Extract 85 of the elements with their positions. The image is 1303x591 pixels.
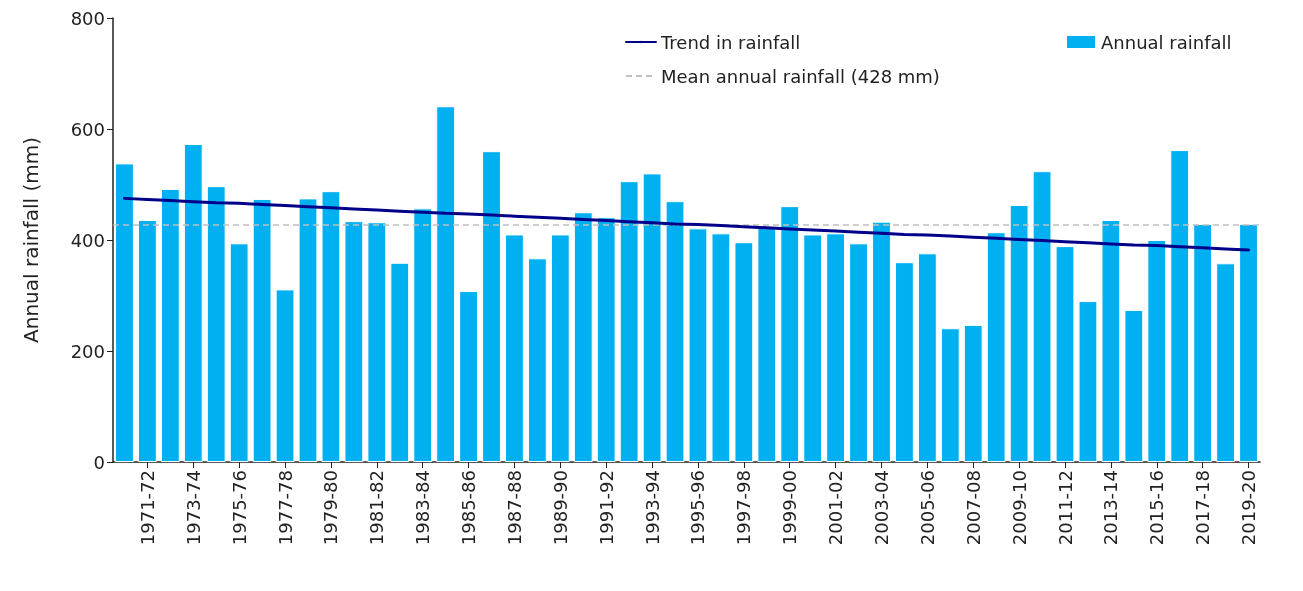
- bar: [115, 163, 134, 462]
- bar: [1170, 150, 1190, 462]
- x-tick-label: 1985-86: [458, 470, 480, 546]
- x-tick-label: 1981-82: [366, 470, 388, 546]
- x-tick-label: 1989-90: [549, 470, 571, 546]
- bar: [688, 228, 708, 462]
- bar: [940, 328, 960, 462]
- x-tick-label: 2013-14: [1100, 470, 1122, 546]
- bar: [275, 289, 295, 462]
- bar: [1009, 205, 1029, 462]
- bar: [757, 227, 777, 462]
- x-tick-label: 1993-94: [641, 470, 663, 546]
- bar: [1216, 263, 1235, 462]
- x-tick-label: 1999-00: [779, 470, 801, 546]
- bar: [986, 232, 1006, 462]
- x-tick-label: 2003-04: [870, 470, 892, 546]
- bar: [206, 186, 226, 462]
- x-tick-label: 2015-16: [1146, 470, 1168, 546]
- x-tick-label: 2019-20: [1238, 470, 1260, 546]
- bar: [872, 221, 891, 462]
- bar: [1055, 246, 1075, 462]
- bar: [390, 262, 410, 462]
- bar: [780, 206, 800, 462]
- x-tick-label: 2001-02: [825, 470, 847, 546]
- bar: [734, 242, 754, 462]
- bar: [917, 253, 937, 462]
- bar: [1101, 220, 1121, 462]
- bar: [1032, 171, 1052, 462]
- bar: [1239, 223, 1258, 462]
- bar: [252, 198, 272, 462]
- bar: [803, 234, 823, 462]
- x-tick-label: 2017-18: [1192, 470, 1214, 546]
- bar: [505, 234, 524, 462]
- x-tick-label: 1987-88: [503, 470, 525, 546]
- bar: [1078, 301, 1098, 462]
- x-tick-label: 1975-76: [228, 470, 250, 546]
- bar: [826, 233, 846, 462]
- bar: [895, 262, 914, 462]
- y-tick-label: 0: [93, 451, 105, 473]
- bar: [321, 191, 341, 462]
- legend-label: Annual rainfall: [1101, 31, 1232, 53]
- x-tick-label: 1991-92: [595, 470, 617, 546]
- bar: [298, 198, 318, 462]
- bar: [1147, 240, 1167, 462]
- legend-label: Mean annual rainfall (428 mm): [661, 65, 940, 87]
- bar: [619, 181, 639, 462]
- y-tick-label: 400: [70, 229, 105, 251]
- bar: [482, 151, 501, 462]
- x-tick-label: 2007-08: [962, 470, 984, 546]
- bar: [596, 217, 616, 462]
- x-tick-label: 1995-96: [687, 470, 709, 546]
- x-tick-label: 1973-74: [182, 470, 204, 546]
- y-tick-label: 200: [70, 340, 105, 362]
- bar: [183, 143, 203, 462]
- x-tick-label: 2009-10: [1008, 470, 1030, 546]
- y-tick-label: 800: [70, 7, 105, 29]
- bar: [849, 243, 868, 462]
- x-tick-label: 2011-12: [1054, 470, 1076, 546]
- x-tick-label: 1977-78: [274, 470, 296, 546]
- bar: [138, 220, 157, 462]
- line-series: [122, 196, 1251, 252]
- bar: [963, 324, 983, 462]
- bar: [229, 243, 249, 462]
- legend-label: Trend in rainfall: [660, 31, 801, 53]
- x-tick-label: 2005-06: [916, 470, 938, 546]
- bar: [160, 188, 180, 462]
- bar: [436, 106, 456, 462]
- bar: [573, 212, 593, 462]
- bar: [665, 201, 685, 462]
- y-axis-title: Annual rainfall (mm): [19, 137, 43, 343]
- x-tick-label: 1983-84: [412, 470, 434, 546]
- bar: [459, 291, 478, 462]
- bar: [711, 233, 731, 462]
- bar: [642, 173, 662, 462]
- x-tick-label: 1971-72: [136, 470, 158, 546]
- bar: [527, 258, 547, 462]
- bar: [1124, 309, 1144, 462]
- y-tick-label: 600: [70, 118, 105, 140]
- bar: [367, 222, 387, 462]
- bar: [550, 234, 570, 462]
- x-tick-label: 1997-98: [733, 470, 755, 546]
- bar: [344, 221, 364, 462]
- bar: [413, 208, 433, 462]
- x-tick-label: 1979-80: [320, 470, 342, 546]
- bar: [1193, 223, 1213, 462]
